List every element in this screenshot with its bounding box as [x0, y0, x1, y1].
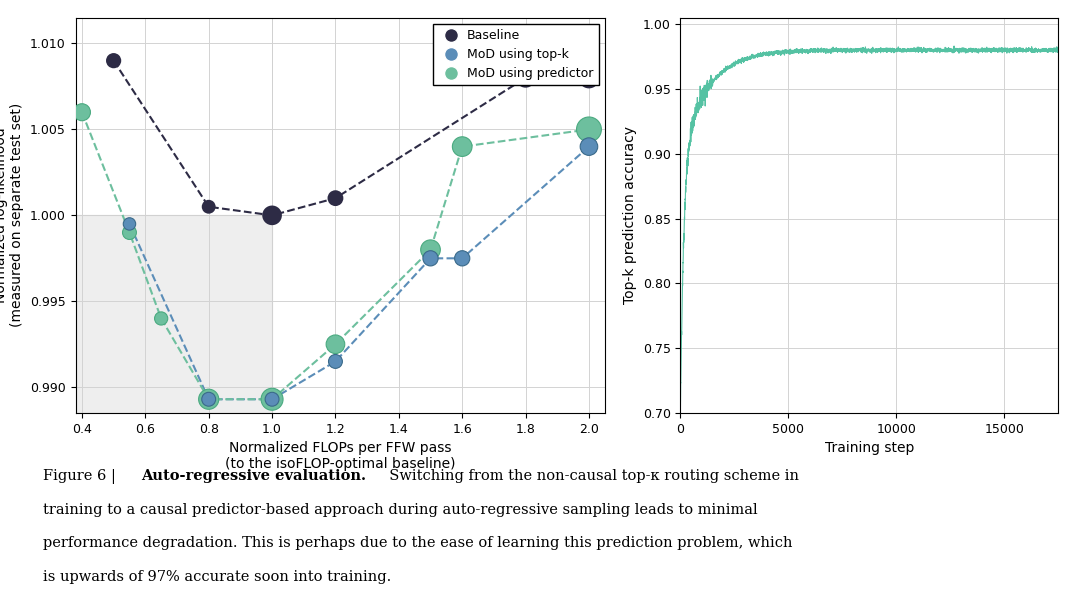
Point — [264, 395, 281, 404]
Y-axis label: Top-k prediction accuracy: Top-k prediction accuracy — [623, 126, 637, 304]
Point — [580, 124, 597, 134]
Bar — [76, 215, 272, 413]
Point — [264, 211, 281, 220]
Point — [422, 254, 440, 263]
Point — [200, 395, 217, 404]
Point — [454, 142, 471, 151]
Point — [121, 219, 138, 229]
Point — [454, 254, 471, 263]
Point — [264, 395, 281, 404]
Text: Figure 6 |: Figure 6 | — [43, 469, 121, 484]
Legend: Baseline, MoD using top-k, MoD using predictor: Baseline, MoD using top-k, MoD using pre… — [433, 24, 598, 86]
X-axis label: Training step: Training step — [825, 441, 914, 455]
X-axis label: Normalized FLOPs per FFW pass
(to the isoFLOP-optimal baseline): Normalized FLOPs per FFW pass (to the is… — [225, 441, 456, 471]
Text: is upwards of 97% accurate soon into training.: is upwards of 97% accurate soon into tra… — [43, 570, 391, 584]
Point — [327, 194, 345, 203]
Point — [580, 73, 597, 83]
Y-axis label: Normalized log-likelihood
(measured on separate test set): Normalized log-likelihood (measured on s… — [0, 103, 25, 327]
Point — [152, 314, 170, 323]
Point — [200, 202, 217, 211]
Point — [517, 73, 535, 83]
Point — [327, 339, 345, 349]
Point — [422, 245, 440, 254]
Point — [105, 56, 122, 65]
Point — [121, 228, 138, 237]
Point — [73, 107, 91, 117]
Point — [200, 395, 217, 404]
Text: Auto-regressive evaluation.: Auto-regressive evaluation. — [141, 469, 366, 483]
Point — [580, 142, 597, 151]
Text: Switching from the non-causal top-κ routing scheme in: Switching from the non-causal top-κ rout… — [380, 469, 799, 483]
Text: performance degradation. This is perhaps due to the ease of learning this predic: performance degradation. This is perhaps… — [43, 536, 793, 550]
Point — [327, 357, 345, 366]
Text: training to a causal predictor-based approach during auto-regressive sampling le: training to a causal predictor-based app… — [43, 503, 758, 517]
